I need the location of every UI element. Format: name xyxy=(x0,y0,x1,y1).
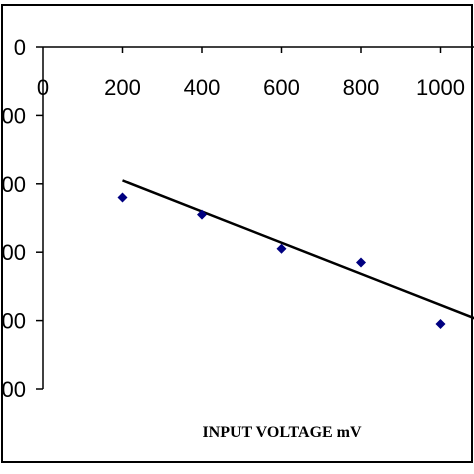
y-tick-label: 00 xyxy=(2,103,26,128)
chart-border xyxy=(1,4,473,463)
y-tick-label: 00 xyxy=(2,377,26,402)
data-point-diamond xyxy=(117,192,128,203)
trendline xyxy=(122,179,474,320)
data-point-diamond xyxy=(276,243,287,254)
data-point-diamond xyxy=(356,257,366,268)
data-point-diamond xyxy=(197,209,207,220)
x-tick-label: 600 xyxy=(263,75,300,100)
x-tick-label: 0 xyxy=(37,75,49,100)
y-tick-label: 00 xyxy=(2,172,26,197)
y-tick-label: 00 xyxy=(2,240,26,265)
data-point-diamond xyxy=(435,319,446,330)
x-axis-ticks: 0 200 400 600 800 1000 xyxy=(37,47,465,100)
y-tick-label: 0 xyxy=(14,35,26,60)
x-tick-label: 400 xyxy=(184,75,221,100)
data-points xyxy=(117,192,446,330)
x-axis-title: INPUT VOLTAGE mV xyxy=(202,424,362,441)
x-tick-label: 1000 xyxy=(416,75,465,100)
y-tick-label: 00 xyxy=(2,309,26,334)
x-tick-label: 800 xyxy=(343,75,380,100)
x-tick-label: 200 xyxy=(104,75,141,100)
